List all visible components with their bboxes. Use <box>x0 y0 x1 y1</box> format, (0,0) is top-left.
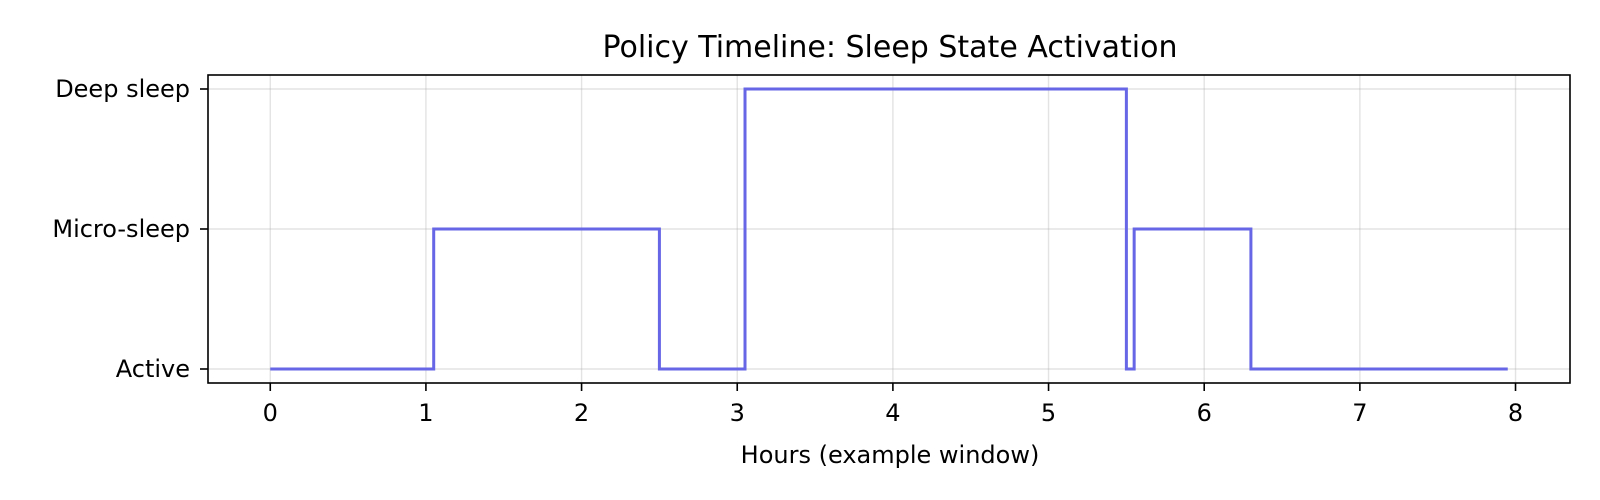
sleep-state-line <box>270 87 1508 371</box>
x-tick-label: 7 <box>1352 399 1367 427</box>
chart-title: Policy Timeline: Sleep State Activation <box>602 30 1177 65</box>
x-tick-label: 2 <box>574 399 589 427</box>
x-tick-label: 5 <box>1041 399 1056 427</box>
y-tick-label: Active <box>116 355 190 383</box>
x-tick-label: 4 <box>885 399 900 427</box>
x-axis-label: Hours (example window) <box>741 441 1040 469</box>
x-tick-label: 6 <box>1197 399 1212 427</box>
y-tick-label: Micro-sleep <box>52 215 190 243</box>
y-tick-label: Deep sleep <box>55 75 190 103</box>
x-axis: 0 1 2 3 4 5 6 7 8 <box>263 383 1523 427</box>
y-axis: Active Micro-sleep Deep sleep <box>52 75 208 383</box>
x-tick-label: 3 <box>730 399 745 427</box>
grid <box>208 75 1570 383</box>
x-tick-label: 8 <box>1508 399 1523 427</box>
x-tick-label: 0 <box>263 399 278 427</box>
x-tick-label: 1 <box>418 399 433 427</box>
series-layer <box>270 87 1508 371</box>
